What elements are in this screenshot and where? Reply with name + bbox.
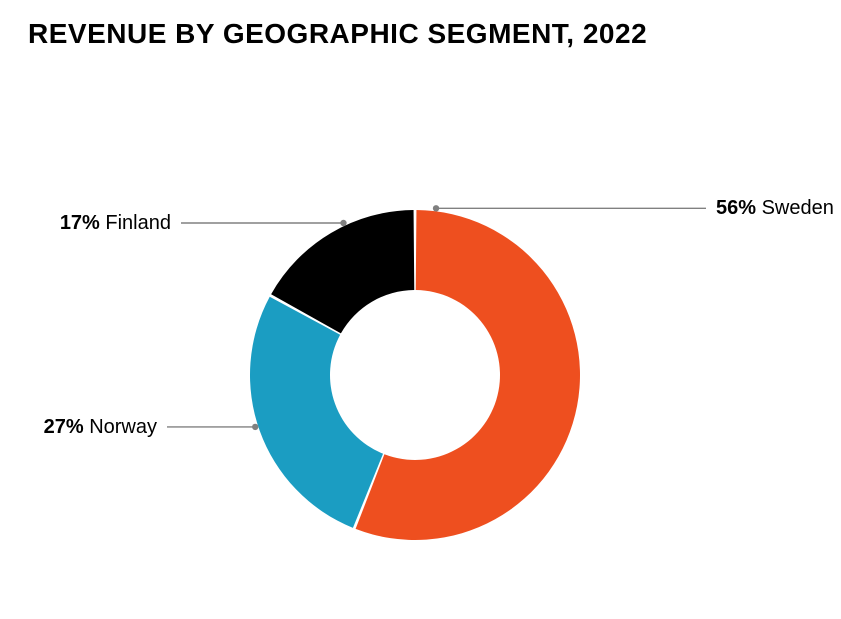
label-pct: 17% [60, 212, 100, 234]
label-sweden: 56% Sweden [716, 197, 834, 220]
label-pct: 27% [44, 416, 84, 438]
label-name: Finland [100, 212, 171, 234]
donut-slice-norway [250, 297, 383, 528]
label-name: Norway [84, 416, 157, 438]
label-norway: 27% Norway [44, 416, 157, 439]
leader-norway [167, 424, 258, 430]
leader-finland [181, 220, 347, 226]
label-finland: 17% Finland [60, 212, 171, 235]
donut-chart [0, 0, 841, 619]
label-name: Sweden [756, 197, 834, 219]
chart-container: REVENUE BY GEOGRAPHIC SEGMENT, 2022 56% … [0, 0, 841, 619]
label-pct: 56% [716, 197, 756, 219]
leader-sweden [433, 205, 706, 211]
